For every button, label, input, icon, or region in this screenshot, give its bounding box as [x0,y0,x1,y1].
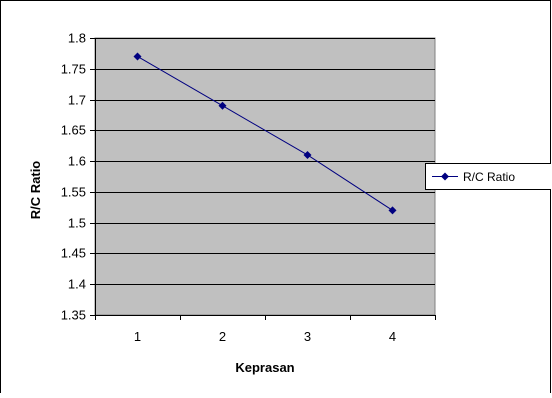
y-tick-label: 1.65 [61,123,86,138]
y-tick-labels: 1.35 1.4 1.45 1.5 1.55 1.6 1.65 1.7 1.75 1.8 [61,31,86,323]
y-tick-label: 1.4 [68,277,86,292]
x-tick-labels: 1 2 3 4 [134,329,396,344]
y-tick-label: 1.55 [61,185,86,200]
x-tick-label: 3 [304,329,311,344]
data-point-marker [388,206,397,215]
data-point-marker [303,150,312,159]
plot-area [94,37,436,316]
legend-label: R/C Ratio [463,170,515,184]
x-tick-label: 2 [219,329,226,344]
y-tick-label: 1.8 [68,31,86,46]
y-tick-label: 1.35 [61,308,86,323]
x-tick-label: 4 [389,329,396,344]
y-tick-label: 1.5 [68,216,86,231]
series-line [137,56,393,211]
series-lines [137,56,393,211]
y-tick-label: 1.7 [68,93,86,108]
y-tick-label: 1.6 [68,154,86,169]
legend-box [425,163,552,190]
data-point-marker [133,52,142,61]
x-axis-title: Keprasan [235,360,294,375]
legend-marker-sample [441,172,449,181]
y-tick-label: 1.75 [61,62,86,77]
axes [90,38,436,320]
data-point-marker [218,101,227,110]
y-tick-label: 1.45 [61,246,86,261]
y-axis-title: R/C Ratio [28,161,43,220]
legend: R/C Ratio [425,163,552,190]
gridlines [95,38,435,285]
data-points [133,52,397,215]
x-tick-label: 1 [134,329,141,344]
